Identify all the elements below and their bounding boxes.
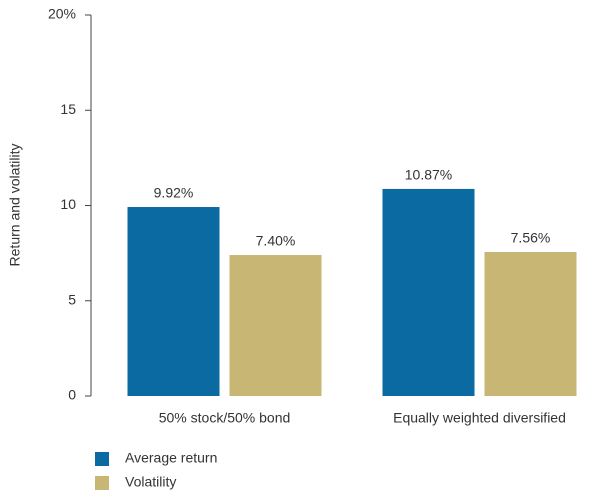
legend-swatch <box>95 452 109 466</box>
value-label: 7.40% <box>256 233 296 249</box>
y-tick-label: 15 <box>60 101 76 117</box>
x-tick-label: Equally weighted diversified <box>393 410 566 426</box>
bar <box>484 251 577 396</box>
value-label: 10.87% <box>405 167 452 183</box>
x-tick-label: 50% stock/50% bond <box>159 410 291 426</box>
value-label: 9.92% <box>154 185 194 201</box>
bar <box>127 207 220 396</box>
y-tick-label: 20% <box>48 6 76 22</box>
y-tick-label: 10 <box>60 196 76 212</box>
legend-label: Average return <box>125 450 217 466</box>
bar <box>382 188 475 396</box>
y-axis-title: Return and volatility <box>7 144 23 267</box>
legend-label: Volatility <box>125 474 176 490</box>
value-label: 7.56% <box>511 230 551 246</box>
y-tick-label: 0 <box>68 387 76 403</box>
y-tick-label: 5 <box>68 291 76 307</box>
bar <box>229 255 322 396</box>
legend-swatch <box>95 476 109 490</box>
